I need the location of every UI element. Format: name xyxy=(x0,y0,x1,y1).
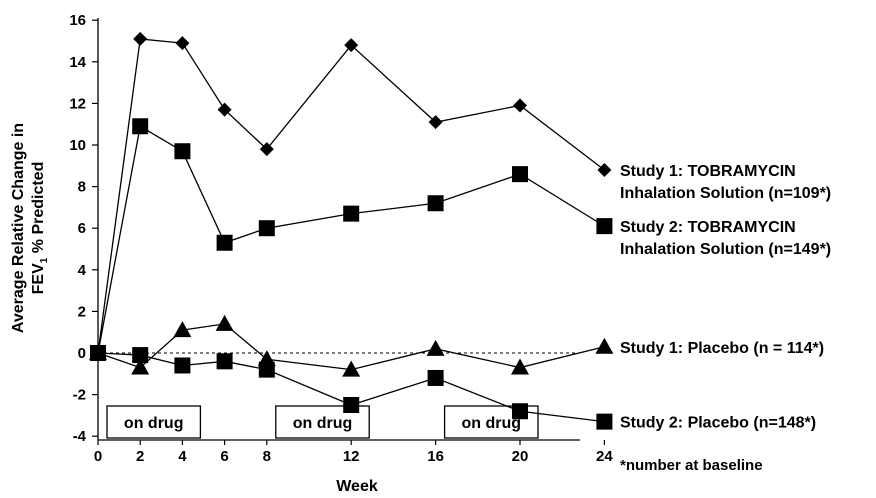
diamond-marker xyxy=(344,38,359,53)
series-line xyxy=(97,38,605,354)
on-drug-period-label: on drug xyxy=(293,415,353,432)
diamond-marker xyxy=(513,98,527,113)
drug-periods: on drug on drug on drug xyxy=(106,405,539,439)
x-tick-label: 8 xyxy=(263,448,271,465)
legend-label-series-2: Study 2: TOBRAMYCIN xyxy=(620,219,796,236)
y-tick-label: 4 xyxy=(78,262,87,279)
x-tick-label: 0 xyxy=(94,448,102,465)
triangle-marker xyxy=(342,360,361,377)
series-1 xyxy=(91,31,612,360)
legend-label-series-2: Inhalation Solution (n=149*) xyxy=(620,241,831,258)
diamond-marker xyxy=(175,36,190,51)
y-tick-label: 10 xyxy=(69,137,86,154)
series-4 xyxy=(90,345,613,430)
y-tick-label: -2 xyxy=(73,387,86,404)
square-marker xyxy=(512,403,528,420)
y-axis-title-fev: FEV xyxy=(30,263,47,294)
x-tick-label: 24 xyxy=(596,448,613,465)
x-ticks: 0 2 4 6 8 12 16 20 24 xyxy=(94,440,613,465)
triangle-marker xyxy=(426,339,445,356)
x-tick-label: 2 xyxy=(136,448,144,465)
square-marker xyxy=(132,118,149,135)
y-ticks: -4 -2 0 2 4 6 8 10 12 14 16 xyxy=(69,12,98,445)
on-drug-period-label: on drug xyxy=(462,415,522,432)
diamond-marker xyxy=(597,162,612,177)
y-tick-label: 14 xyxy=(69,54,86,71)
square-marker xyxy=(216,234,233,251)
triangle-marker xyxy=(173,321,192,338)
square-marker xyxy=(343,205,360,222)
x-axis-title: Week xyxy=(336,478,378,495)
square-marker xyxy=(596,413,613,430)
square-marker xyxy=(512,166,528,183)
x-tick-label: 6 xyxy=(220,448,228,465)
square-marker xyxy=(174,357,191,374)
legend-label-series-1: Inhalation Solution (n=109*) xyxy=(620,185,831,202)
square-marker xyxy=(90,345,106,361)
legend: Study 1: TOBRAMYCIN Inhalation Solution (… xyxy=(620,163,831,432)
square-marker xyxy=(427,369,444,386)
y-axis-title-suffix: % Predicted xyxy=(30,162,47,258)
y-tick-label: 0 xyxy=(78,345,86,362)
y-tick-label: -4 xyxy=(73,428,87,445)
square-marker xyxy=(258,220,275,237)
y-axis-title-line-2: FEV1 % Predicted xyxy=(30,162,50,295)
on-drug-period-box xyxy=(106,405,202,439)
legend-label-series-1: Study 1: TOBRAMYCIN xyxy=(620,163,796,180)
x-tick-label: 12 xyxy=(343,448,360,465)
y-tick-label: 6 xyxy=(78,220,86,237)
square-marker xyxy=(132,347,149,364)
on-drug-period-label: on drug xyxy=(124,415,184,432)
x-tick-label: 16 xyxy=(427,448,444,465)
series-line xyxy=(97,125,605,354)
square-marker xyxy=(216,353,233,370)
square-marker xyxy=(174,143,191,160)
y-tick-label: 12 xyxy=(69,95,86,112)
y-tick-label: 2 xyxy=(78,303,86,320)
y-tick-label: 16 xyxy=(69,12,86,29)
x-tick-label: 20 xyxy=(512,448,529,465)
series-2 xyxy=(90,118,613,361)
legend-label-series-3: Study 1: Placebo (n = 114*) xyxy=(620,340,824,357)
triangle-marker xyxy=(131,358,150,375)
square-marker xyxy=(427,195,444,212)
y-tick-label: 8 xyxy=(78,179,86,196)
series xyxy=(89,31,614,430)
x-tick-label: 4 xyxy=(178,448,187,465)
series-3 xyxy=(89,314,614,377)
axes xyxy=(97,18,580,441)
square-marker xyxy=(258,361,275,378)
y-axis-title-subscript: 1 xyxy=(39,257,50,263)
legend-label-series-4: Study 2: Placebo (n=148*) xyxy=(620,415,816,432)
y-axis-title-line-1: Average Relative Change in xyxy=(10,123,27,333)
diamond-marker xyxy=(133,31,148,46)
baseline-footnote: *number at baseline xyxy=(620,457,763,474)
diamond-marker xyxy=(217,102,232,117)
triangle-marker xyxy=(511,358,529,375)
diamond-marker xyxy=(428,115,443,130)
square-marker xyxy=(343,397,360,413)
diamond-marker xyxy=(259,142,274,157)
triangle-marker xyxy=(215,314,234,331)
triangle-marker xyxy=(595,337,614,354)
square-marker xyxy=(596,218,613,235)
